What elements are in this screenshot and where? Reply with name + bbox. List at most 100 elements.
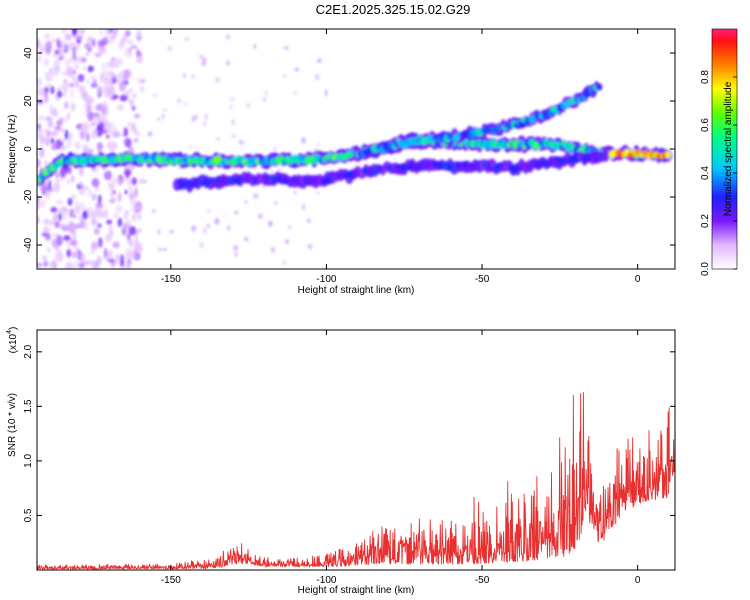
colorbar-tick-label: 0.8	[700, 70, 711, 84]
noise-blob	[283, 259, 286, 266]
noise-blob	[95, 264, 101, 269]
noise-blob	[72, 264, 76, 269]
noise-blob	[126, 179, 132, 186]
noise-blob	[74, 64, 79, 70]
noise-blob	[63, 78, 68, 85]
noise-blob	[224, 212, 227, 217]
noise-blob	[54, 66, 61, 71]
noise-blob	[134, 131, 141, 136]
noise-blob	[58, 55, 64, 61]
noise-blob	[117, 192, 122, 203]
noise-blob	[128, 192, 135, 200]
noise-blob	[91, 167, 96, 172]
noise-blob	[108, 78, 112, 85]
noise-blob	[162, 247, 168, 252]
noise-blob	[261, 184, 265, 189]
noise-blob	[136, 51, 142, 58]
noise-blob	[44, 159, 48, 167]
snr-scale-exponent: 4	[6, 330, 13, 334]
noise-blob	[37, 115, 45, 121]
noise-blob	[128, 88, 133, 93]
noise-blob	[54, 221, 60, 229]
noise-blob	[100, 85, 106, 93]
noise-blob	[214, 218, 220, 225]
noise-blob	[63, 235, 71, 241]
noise-blob	[97, 223, 102, 228]
noise-blob	[191, 115, 196, 123]
colorbar-frame	[711, 28, 738, 270]
noise-blob	[130, 99, 134, 109]
noise-blob	[37, 123, 42, 130]
noise-blob	[231, 133, 236, 139]
y-tick-label: 40	[23, 47, 34, 59]
noise-blob	[56, 87, 61, 92]
noise-blob	[115, 205, 123, 213]
noise-blob	[44, 232, 51, 241]
noise-blob	[293, 91, 298, 95]
noise-blob	[168, 230, 175, 234]
noise-blob	[63, 89, 67, 98]
noise-blob	[147, 131, 153, 137]
noise-blob	[78, 262, 85, 269]
noise-blob	[113, 212, 120, 220]
noise-blob	[132, 210, 138, 222]
noise-blob	[117, 105, 125, 111]
noise-blob	[68, 165, 72, 175]
noise-blob	[109, 198, 116, 204]
noise-blob	[227, 225, 231, 231]
noise-blob	[301, 137, 306, 144]
noise-blob	[258, 213, 263, 220]
noise-blob	[94, 104, 101, 111]
noise-blob	[157, 229, 161, 235]
noise-blob	[51, 38, 57, 43]
noise-blob	[44, 135, 51, 145]
noise-blob	[59, 138, 66, 144]
colorbar-tick-label: 0.4	[700, 166, 711, 180]
noise-blob	[43, 58, 49, 67]
noise-blob	[51, 239, 57, 246]
noise-blob	[67, 248, 71, 259]
noise-blob	[234, 251, 238, 258]
noise-blob	[239, 141, 246, 145]
noise-blob	[128, 47, 132, 54]
noise-blob	[67, 221, 75, 231]
noise-blob	[114, 59, 119, 69]
noise-blob	[316, 191, 320, 195]
noise-blob	[43, 260, 48, 268]
noise-blob	[64, 33, 72, 41]
noise-blob	[91, 193, 97, 201]
noise-blob	[317, 58, 322, 64]
noise-blob	[42, 226, 50, 234]
noise-blob	[233, 244, 239, 251]
noise-blob	[230, 96, 236, 101]
noise-blob	[82, 210, 89, 220]
snr-scale-base: (x10	[8, 333, 19, 353]
noise-blob	[72, 46, 77, 57]
noise-blob	[267, 220, 273, 227]
noise-blob	[101, 62, 106, 71]
noise-blob	[69, 132, 73, 141]
noise-blob	[282, 74, 287, 78]
noise-blob	[307, 243, 313, 250]
noise-blob	[65, 65, 74, 76]
noise-blob	[72, 239, 78, 248]
colorbar-ticks: 0.0 0.2 0.4 0.6 0.8	[700, 70, 737, 276]
noise-blob	[102, 167, 107, 173]
noise-blob	[315, 73, 320, 81]
noise-blob	[101, 105, 107, 115]
noise-blob	[82, 64, 87, 71]
noise-blob	[113, 127, 118, 138]
noise-blob	[52, 183, 60, 193]
y-tick-label: 20	[23, 95, 34, 107]
noise-blob	[135, 240, 139, 249]
x-tick-label: -100	[316, 274, 336, 285]
noise-blob	[91, 178, 100, 188]
noise-blob	[107, 258, 115, 263]
noise-blob	[99, 72, 106, 84]
snr-panel: -150 -100 -50 0 0.5 1.0 1.5 2.0 Height of stra…	[6, 327, 676, 596]
noise-blob	[108, 224, 113, 235]
noise-blob	[129, 250, 136, 258]
noise-blob	[120, 37, 126, 47]
noise-blob	[75, 34, 84, 40]
noise-blob	[103, 247, 108, 259]
